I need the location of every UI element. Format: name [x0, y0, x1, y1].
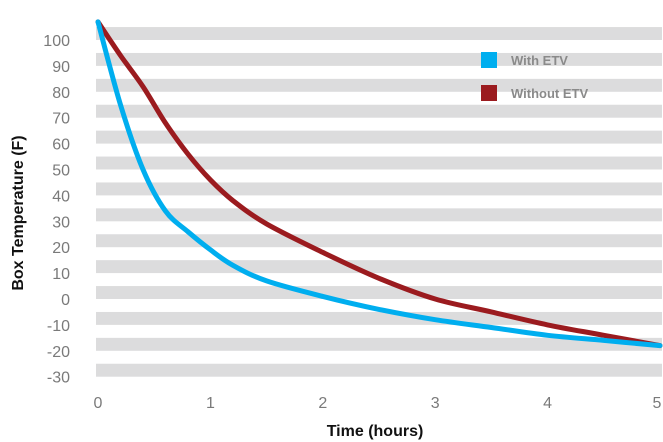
legend-label-with-etv: With ETV: [511, 53, 568, 68]
grid-band: [96, 156, 662, 170]
y-tick-label: -20: [47, 344, 70, 361]
grid-band: [96, 27, 662, 40]
grid-band: [96, 130, 662, 144]
x-tick-labels: 0 1 2 3 4 5: [94, 395, 662, 412]
grid-band: [96, 363, 662, 377]
y-tick-label: 90: [52, 59, 70, 76]
y-tick-label: -10: [47, 318, 70, 335]
series-line-without-etv: [95, 19, 663, 349]
grid-band: [96, 52, 662, 66]
grid-band: [96, 234, 662, 248]
x-tick-label: 5: [653, 395, 662, 412]
y-tick-label: 100: [43, 33, 70, 50]
y-axis-label: Box Temperature (F): [10, 135, 27, 290]
y-tick-label: 60: [52, 137, 70, 154]
series-lines: [95, 19, 663, 349]
y-tick-label: 10: [52, 266, 70, 283]
grid-band: [96, 311, 662, 325]
x-tick-label: 4: [543, 395, 552, 412]
grid-band: [96, 182, 662, 196]
x-tick-label: 3: [431, 395, 440, 412]
grid-band: [96, 286, 662, 299]
legend-label-without-etv: Without ETV: [511, 86, 588, 101]
grid-band: [96, 260, 662, 274]
grid-band: [96, 104, 662, 118]
y-tick-label: 70: [52, 111, 70, 128]
legend: With ETV Without ETV: [481, 52, 588, 101]
y-tick-label: 50: [52, 163, 70, 180]
y-tick-label: 20: [52, 240, 70, 257]
y-tick-label: 0: [61, 292, 70, 309]
grid-bands: [96, 27, 662, 377]
y-tick-label: 40: [52, 188, 70, 205]
grid-band: [96, 208, 662, 222]
legend-swatch-without-etv: [481, 85, 497, 101]
x-axis-label: Time (hours): [327, 423, 424, 440]
y-tick-label: -30: [47, 370, 70, 387]
x-tick-label: 2: [318, 395, 327, 412]
x-tick-label: 0: [94, 395, 103, 412]
legend-swatch-with-etv: [481, 52, 497, 68]
y-tick-label: 80: [52, 85, 70, 102]
y-tick-label: 30: [52, 214, 70, 231]
series-line-with-etv: [95, 19, 663, 349]
grid-band: [96, 337, 662, 351]
grid-band: [96, 78, 662, 92]
x-tick-label: 1: [206, 395, 215, 412]
